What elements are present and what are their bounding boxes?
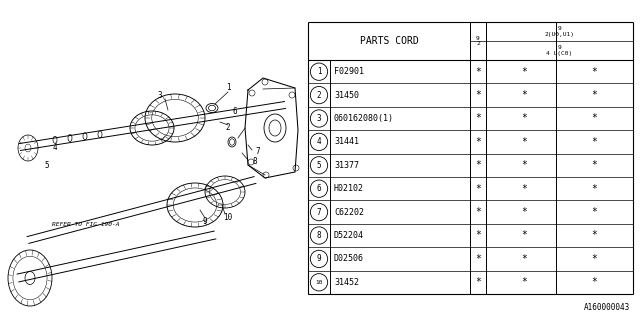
Text: 8: 8 — [317, 231, 321, 240]
Text: *: * — [521, 230, 527, 241]
Text: *: * — [591, 114, 597, 124]
Text: 10: 10 — [223, 212, 232, 221]
Text: *: * — [475, 137, 481, 147]
Text: *: * — [475, 160, 481, 170]
Text: *: * — [521, 160, 527, 170]
Text: *: * — [475, 254, 481, 264]
Text: 4: 4 — [317, 137, 321, 146]
Text: *: * — [475, 184, 481, 194]
Text: 31452: 31452 — [334, 278, 359, 287]
Text: 5: 5 — [45, 161, 49, 170]
Text: *: * — [475, 114, 481, 124]
Text: 31377: 31377 — [334, 161, 359, 170]
Text: *: * — [521, 277, 527, 287]
Text: 1: 1 — [317, 67, 321, 76]
Text: 3: 3 — [157, 91, 163, 100]
Text: 8: 8 — [253, 157, 257, 166]
Text: *: * — [521, 114, 527, 124]
Text: *: * — [591, 90, 597, 100]
Text: *: * — [591, 160, 597, 170]
Text: 5: 5 — [317, 161, 321, 170]
Text: 1: 1 — [226, 84, 230, 92]
Text: *: * — [475, 277, 481, 287]
Text: 31450: 31450 — [334, 91, 359, 100]
Text: D52204: D52204 — [334, 231, 364, 240]
Text: H02102: H02102 — [334, 184, 364, 193]
Text: 2: 2 — [317, 91, 321, 100]
Text: 2: 2 — [226, 124, 230, 132]
Text: 9
2(U0,U1): 9 2(U0,U1) — [545, 26, 575, 37]
Text: 060162080(1): 060162080(1) — [334, 114, 394, 123]
Text: *: * — [591, 67, 597, 77]
Text: 6: 6 — [233, 108, 237, 116]
Text: F02901: F02901 — [334, 67, 364, 76]
Text: *: * — [475, 67, 481, 77]
Text: 9
2: 9 2 — [476, 36, 480, 46]
Text: *: * — [521, 254, 527, 264]
Text: *: * — [591, 137, 597, 147]
Text: 7: 7 — [317, 208, 321, 217]
Text: 10: 10 — [316, 280, 323, 285]
Text: 6: 6 — [317, 184, 321, 193]
Text: 4: 4 — [52, 143, 58, 153]
Text: *: * — [591, 184, 597, 194]
Text: 9
4 U(C0): 9 4 U(C0) — [547, 45, 573, 56]
Text: *: * — [591, 254, 597, 264]
Text: REFER TO FIG 190-A: REFER TO FIG 190-A — [52, 222, 120, 228]
Text: *: * — [475, 90, 481, 100]
Text: 31441: 31441 — [334, 137, 359, 146]
Text: 3: 3 — [317, 114, 321, 123]
Text: *: * — [475, 207, 481, 217]
Text: 9: 9 — [203, 218, 207, 227]
Text: *: * — [521, 184, 527, 194]
Text: PARTS CORD: PARTS CORD — [360, 36, 419, 46]
Text: *: * — [521, 67, 527, 77]
Text: *: * — [521, 207, 527, 217]
Text: A160000043: A160000043 — [584, 303, 630, 312]
Text: *: * — [591, 207, 597, 217]
Text: 7: 7 — [256, 148, 260, 156]
Text: *: * — [521, 137, 527, 147]
Text: C62202: C62202 — [334, 208, 364, 217]
Text: 9: 9 — [317, 254, 321, 263]
Text: *: * — [591, 230, 597, 241]
Text: *: * — [521, 90, 527, 100]
Text: *: * — [475, 230, 481, 241]
Text: *: * — [591, 277, 597, 287]
Text: D02506: D02506 — [334, 254, 364, 263]
